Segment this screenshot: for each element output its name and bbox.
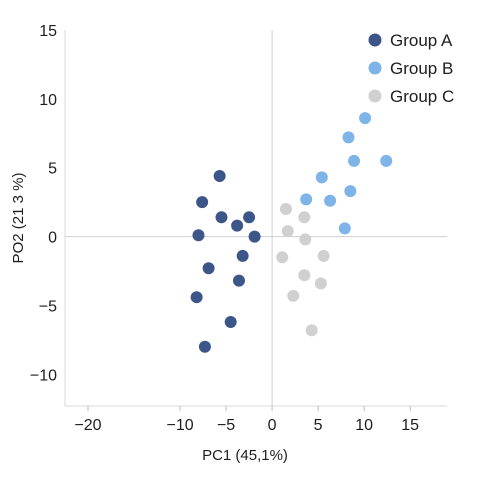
plot-frame — [64, 30, 447, 407]
point-group-b — [315, 171, 328, 184]
legend-marker-group-c — [368, 89, 382, 103]
point-group-c — [298, 269, 311, 282]
point-group-a — [232, 274, 245, 287]
point-group-a — [248, 230, 261, 243]
point-group-a — [196, 196, 209, 209]
x-tick-label: −5 — [217, 417, 235, 434]
point-group-b — [348, 154, 361, 167]
legend-marker-group-a — [368, 33, 382, 47]
point-group-b — [338, 222, 351, 235]
x-tick-label: −20 — [74, 417, 101, 434]
point-group-c — [287, 289, 300, 302]
y-tick-label: −10 — [30, 367, 57, 384]
point-group-c — [281, 225, 294, 238]
point-group-a — [213, 169, 226, 182]
x-tick-label: −10 — [166, 417, 193, 434]
legend-marker-group-b — [368, 61, 382, 75]
y-tick-label: 15 — [39, 23, 57, 40]
legend-label-group-b: Group B — [390, 59, 453, 78]
point-group-c — [276, 251, 289, 264]
point-group-b — [324, 194, 337, 207]
x-tick-labels: −20 −10 −5 0 5 10 15 — [74, 406, 419, 434]
point-group-b — [342, 131, 355, 144]
legend-label-group-a: Group A — [390, 31, 453, 50]
point-group-b — [359, 112, 372, 125]
point-group-a — [198, 340, 211, 353]
legend-label-group-c: Group C — [390, 87, 454, 106]
point-group-a — [192, 229, 205, 242]
point-group-a — [224, 315, 237, 328]
point-group-c — [314, 277, 327, 290]
point-group-a — [243, 211, 256, 224]
y-tick-label: 10 — [39, 92, 57, 109]
point-group-c — [305, 324, 318, 337]
point-group-c — [279, 203, 292, 216]
data-points — [190, 112, 393, 353]
x-axis-title: PC1 (45,1%) — [202, 447, 288, 464]
y-tick-label: −5 — [39, 298, 57, 315]
point-group-a — [202, 262, 215, 275]
y-tick-label: 5 — [48, 161, 57, 178]
x-tick-label: 10 — [355, 417, 373, 434]
point-group-c — [317, 249, 330, 262]
x-tick-label: 0 — [268, 417, 277, 434]
point-group-a — [215, 211, 228, 224]
point-group-b — [300, 193, 313, 206]
y-tick-labels: 15 10 5 0 −5 −10 — [30, 23, 57, 384]
point-group-c — [298, 211, 311, 224]
y-axis-title: PO2 (21 3 %) — [10, 173, 27, 264]
x-tick-label: 15 — [401, 417, 419, 434]
point-group-a — [231, 219, 244, 232]
legend: Group A Group B Group C — [368, 31, 454, 106]
y-tick-label: 0 — [48, 230, 57, 247]
x-tick-label: 5 — [314, 417, 323, 434]
point-group-a — [236, 249, 249, 262]
point-group-c — [299, 233, 312, 246]
point-group-a — [190, 291, 203, 304]
point-group-b — [380, 154, 393, 167]
point-group-b — [344, 185, 357, 198]
